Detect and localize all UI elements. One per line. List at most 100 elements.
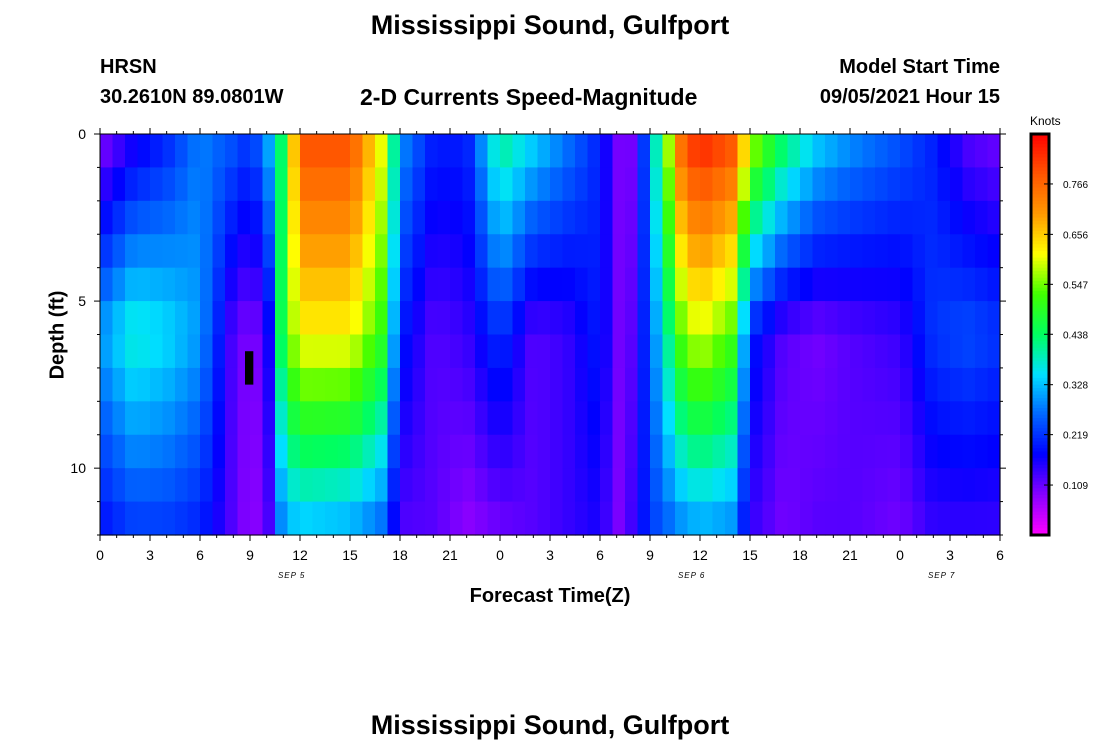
heatmap-cell xyxy=(175,401,189,436)
heatmap-cell xyxy=(850,401,864,436)
heatmap-cell xyxy=(262,401,276,436)
heatmap-cell xyxy=(575,167,589,202)
heatmap-cell xyxy=(625,200,639,235)
heatmap-cell xyxy=(100,401,114,436)
heatmap-cell xyxy=(800,134,814,169)
heatmap-cell xyxy=(375,401,389,436)
heatmap-cell xyxy=(487,367,501,402)
heatmap-cell xyxy=(975,334,989,369)
heatmap-cell xyxy=(187,167,201,202)
heatmap-cell xyxy=(837,334,851,369)
heatmap-cell xyxy=(112,401,126,436)
heatmap-cell xyxy=(175,234,189,269)
heatmap-cell xyxy=(275,434,289,469)
heatmap-cell xyxy=(975,234,989,269)
heatmap-cell xyxy=(212,367,226,402)
heatmap-cell xyxy=(962,167,976,202)
heatmap-cell xyxy=(462,301,476,336)
heatmap-cell xyxy=(100,434,114,469)
colorbar-swatch xyxy=(1031,374,1049,379)
heatmap-cell xyxy=(512,334,526,369)
colorbar-swatch xyxy=(1031,271,1049,275)
colorbar-swatch xyxy=(1031,260,1049,265)
heatmap-cell xyxy=(837,267,851,302)
heatmap-cell xyxy=(300,200,314,235)
heatmap-cell xyxy=(825,501,839,536)
heatmap-cell xyxy=(800,200,814,235)
x-tick-label: 0 xyxy=(496,547,504,563)
heatmap-cell xyxy=(125,234,139,269)
colorbar-tick-label: 0.328 xyxy=(1063,381,1088,392)
heatmap-cell xyxy=(837,167,851,202)
heatmap-cell xyxy=(387,167,401,202)
heatmap-cell xyxy=(550,167,564,202)
heatmap-cell xyxy=(375,234,389,269)
heatmap-cell xyxy=(350,200,364,235)
heatmap-cell xyxy=(212,200,226,235)
heatmap-cell xyxy=(925,267,939,302)
heatmap-cell xyxy=(512,234,526,269)
heatmap-cell xyxy=(825,200,839,235)
heatmap-cell xyxy=(887,301,901,336)
colorbar-swatch xyxy=(1031,451,1049,456)
heatmap-cell xyxy=(762,434,776,469)
colorbar-swatch xyxy=(1031,514,1049,519)
heatmap-cell xyxy=(587,301,601,336)
y-axis: 0 5 10 xyxy=(70,126,1006,536)
heatmap-cell xyxy=(675,468,689,503)
heatmap-cell xyxy=(800,468,814,503)
heatmap-cell xyxy=(725,401,739,436)
heatmap-cell xyxy=(350,334,364,369)
colorbar-swatch xyxy=(1031,377,1049,382)
heatmap-cell xyxy=(262,167,276,202)
heatmap-cell xyxy=(137,200,151,235)
heatmap-cell xyxy=(350,468,364,503)
colorbar-tick-label: 0.438 xyxy=(1063,330,1088,341)
heatmap-cell xyxy=(375,334,389,369)
heatmap-cell xyxy=(750,301,764,336)
colorbar-tick-label: 0.109 xyxy=(1063,481,1088,492)
heatmap-cell xyxy=(150,367,164,402)
colorbar-swatch xyxy=(1031,180,1049,185)
heatmap-cell xyxy=(750,501,764,536)
colorbar-swatch xyxy=(1031,140,1049,145)
heatmap-cell xyxy=(900,267,914,302)
heatmap-cell xyxy=(262,234,276,269)
heatmap-cell xyxy=(287,301,301,336)
heatmap-cell xyxy=(100,200,114,235)
heatmap-cell xyxy=(725,200,739,235)
heatmap-cell xyxy=(875,468,889,503)
heatmap-cell xyxy=(187,367,201,402)
heatmap-cell xyxy=(612,234,626,269)
heatmap-cell xyxy=(912,468,926,503)
heatmap-cell xyxy=(437,167,451,202)
heatmap-cell xyxy=(312,167,326,202)
heatmap-cell xyxy=(250,134,264,169)
heatmap-cell xyxy=(962,468,976,503)
heatmap-cell xyxy=(400,200,414,235)
heatmap-cell xyxy=(787,267,801,302)
heatmap-cell xyxy=(612,367,626,402)
heatmap-cell xyxy=(587,134,601,169)
heatmap-cell xyxy=(425,468,439,503)
heatmap-cell xyxy=(275,301,289,336)
heatmap-cell xyxy=(250,267,264,302)
heatmap-cell xyxy=(112,334,126,369)
heatmap-cell xyxy=(387,434,401,469)
heatmap-cell xyxy=(250,167,264,202)
heatmap-cell xyxy=(700,434,714,469)
heatmap-cell xyxy=(625,134,639,169)
heatmap-cell xyxy=(962,501,976,536)
heatmap-cell xyxy=(187,401,201,436)
heatmap-cell xyxy=(387,468,401,503)
heatmap-cell xyxy=(350,401,364,436)
heatmap-cell xyxy=(275,167,289,202)
heatmap-cell xyxy=(575,301,589,336)
heatmap-cell xyxy=(937,401,951,436)
heatmap-cell xyxy=(225,167,239,202)
colorbar-swatch xyxy=(1031,217,1049,222)
heatmap-cell xyxy=(562,301,576,336)
heatmap-cell xyxy=(362,200,376,235)
heatmap-cell xyxy=(462,200,476,235)
heatmap-cell xyxy=(912,334,926,369)
